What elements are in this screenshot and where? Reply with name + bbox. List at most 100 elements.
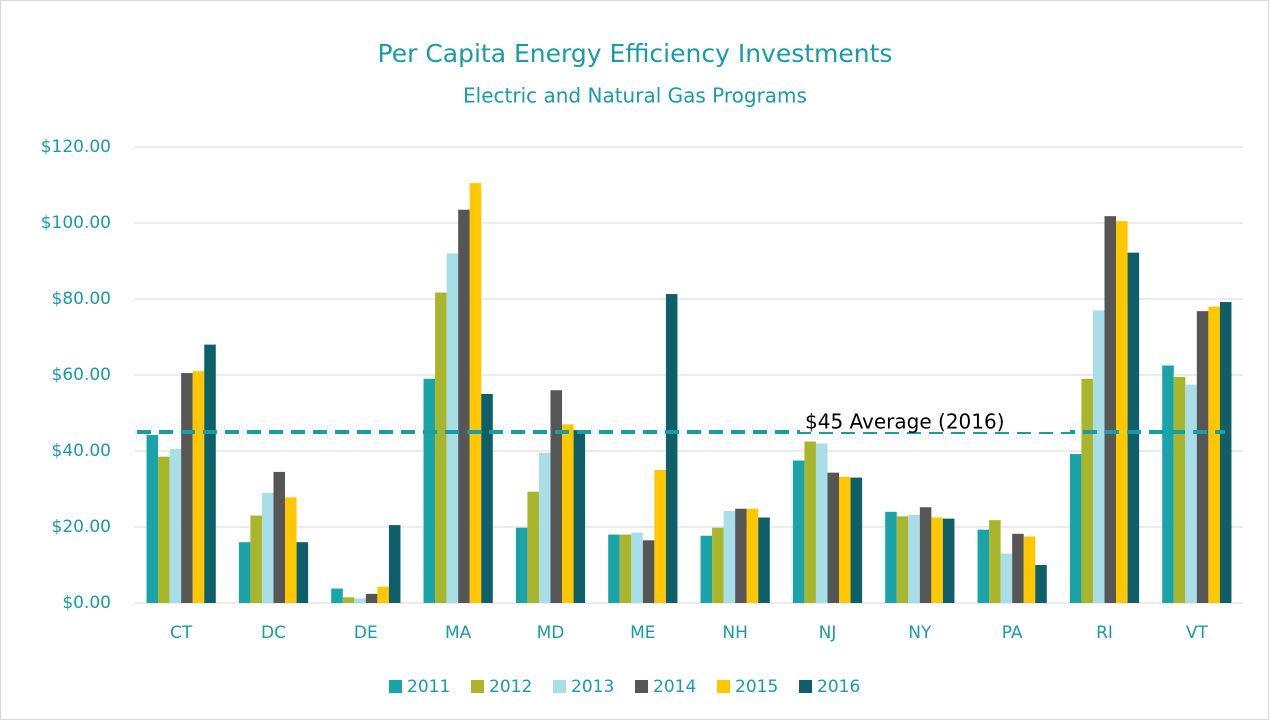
y-tick-label: $40.00 [52,441,111,461]
x-tick-label: RI [1096,623,1113,643]
bar [1023,536,1036,603]
legend-label: 2015 [735,677,778,697]
y-tick-label: $100.00 [41,213,111,233]
bar [1185,384,1197,603]
legend-swatch [799,680,812,693]
bar [919,507,932,603]
y-tick-label: $120.00 [41,137,111,157]
bar [608,534,620,603]
bar [469,183,482,603]
legend-label: 2014 [653,677,696,697]
bar [977,529,990,603]
bar [204,344,216,603]
legend-label: 2013 [571,677,614,697]
legend-label: 2012 [489,677,532,697]
bar [146,435,159,603]
bar [1196,311,1209,603]
bar [458,209,470,603]
y-tick-label: $20.00 [52,517,111,537]
bar [1104,216,1117,603]
chart-title: Per Capita Energy Efficiency Investments [378,39,893,68]
bar [712,527,724,603]
bar [515,527,528,603]
legend-swatch [471,680,484,693]
legend-swatch [553,680,566,693]
bar [238,542,251,603]
bar [181,373,193,603]
legend-swatch [389,680,402,693]
legend-label: 2011 [407,677,450,697]
bar [827,472,840,603]
bar [365,593,378,603]
x-tick-label: PA [1002,623,1023,643]
bar [654,470,666,603]
bar [342,597,355,603]
bar [1208,306,1220,603]
bar [1173,376,1186,603]
x-tick-label: CT [170,623,193,643]
bar [377,586,389,603]
y-tick-label: $60.00 [52,365,111,385]
bar [527,491,539,603]
bar [562,424,574,603]
bar [354,598,366,603]
bar [331,588,343,603]
bar [538,452,551,603]
bar [700,535,713,603]
bar [792,460,805,603]
bar [642,540,655,603]
bar [1162,365,1174,603]
chart-subtitle: Electric and Natural Gas Programs [463,84,807,108]
bar [1219,302,1232,603]
bar [285,497,297,603]
y-tick-label: $80.00 [52,289,111,309]
bar [631,532,643,603]
bar [1092,310,1105,603]
bar [815,443,828,603]
x-tick-label: NJ [819,623,837,643]
bar [435,292,447,603]
bar [169,449,182,603]
x-tick-label: ME [630,623,655,643]
legend-swatch [635,680,648,693]
x-tick-label: MA [445,623,472,643]
legend-swatch [717,680,730,693]
bar [989,520,1001,603]
bar [1000,553,1013,603]
y-tick-label: $0.00 [62,593,111,613]
bar [1116,221,1128,603]
bar [1081,378,1093,603]
bar [908,514,920,603]
bar [1035,565,1047,603]
legend-label: 2016 [817,677,860,697]
bar [273,471,286,603]
bar [619,534,632,603]
bar [550,390,563,603]
bar [839,476,851,603]
bar [804,441,816,603]
bar [758,517,770,603]
bar [423,378,436,603]
bar [665,294,678,603]
bar [746,508,759,603]
bar [296,542,309,603]
bar [446,253,459,603]
bar [388,525,401,603]
x-tick-label: DE [354,623,378,643]
bar [1012,533,1024,603]
bar [896,516,909,603]
x-tick-label: DC [261,623,286,643]
bar [481,394,493,603]
x-tick-label: NY [908,623,932,643]
bar [192,371,205,603]
annotation-background [800,408,1070,432]
bar [850,477,863,603]
bar [158,456,170,603]
x-tick-label: VT [1186,623,1209,643]
bar [723,511,736,603]
bar [735,508,747,603]
bar [1127,252,1140,603]
bar [261,492,274,603]
